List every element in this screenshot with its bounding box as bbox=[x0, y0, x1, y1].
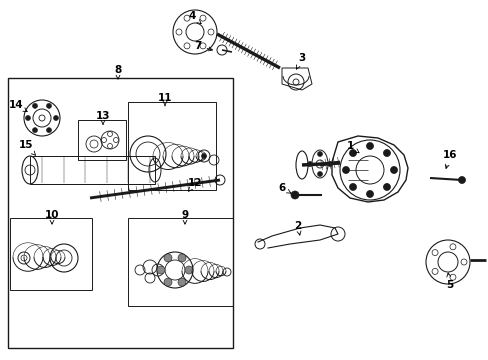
Circle shape bbox=[46, 128, 51, 132]
Circle shape bbox=[327, 162, 332, 166]
Text: 10: 10 bbox=[45, 210, 59, 224]
Circle shape bbox=[307, 162, 312, 166]
Circle shape bbox=[53, 116, 59, 121]
Text: 9: 9 bbox=[181, 210, 188, 224]
Circle shape bbox=[25, 116, 30, 121]
Text: 1: 1 bbox=[346, 141, 358, 153]
Circle shape bbox=[317, 152, 322, 157]
Text: 3: 3 bbox=[296, 53, 305, 69]
Bar bbox=[128, 218, 232, 306]
Text: 6: 6 bbox=[278, 183, 290, 193]
Circle shape bbox=[163, 254, 172, 262]
Text: 7: 7 bbox=[194, 41, 212, 51]
Circle shape bbox=[366, 190, 373, 198]
Text: 11: 11 bbox=[158, 93, 172, 106]
Circle shape bbox=[349, 149, 356, 157]
Bar bbox=[30, 156, 155, 184]
Circle shape bbox=[178, 254, 185, 262]
Circle shape bbox=[184, 266, 193, 274]
Circle shape bbox=[458, 176, 465, 184]
Circle shape bbox=[366, 143, 373, 149]
Circle shape bbox=[32, 128, 38, 132]
Bar bbox=[78, 120, 126, 160]
Text: 4: 4 bbox=[188, 11, 201, 24]
Text: 15: 15 bbox=[19, 140, 36, 155]
Circle shape bbox=[342, 166, 349, 174]
Circle shape bbox=[290, 191, 298, 199]
Text: 2: 2 bbox=[294, 221, 301, 235]
Circle shape bbox=[317, 171, 322, 176]
Text: 13: 13 bbox=[96, 111, 110, 124]
Circle shape bbox=[32, 103, 38, 108]
Circle shape bbox=[349, 184, 356, 190]
Circle shape bbox=[163, 278, 172, 286]
Circle shape bbox=[46, 103, 51, 108]
Bar bbox=[8, 78, 232, 348]
Text: 16: 16 bbox=[442, 150, 456, 168]
Circle shape bbox=[383, 149, 390, 157]
Text: 5: 5 bbox=[446, 273, 453, 290]
Bar bbox=[10, 218, 92, 290]
Bar bbox=[128, 102, 216, 190]
Circle shape bbox=[383, 184, 390, 190]
Text: 14: 14 bbox=[9, 100, 27, 112]
Text: 12: 12 bbox=[187, 178, 202, 191]
Circle shape bbox=[390, 166, 397, 174]
Circle shape bbox=[201, 153, 206, 158]
Text: 8: 8 bbox=[114, 65, 122, 79]
Circle shape bbox=[157, 266, 164, 274]
Circle shape bbox=[178, 278, 185, 286]
